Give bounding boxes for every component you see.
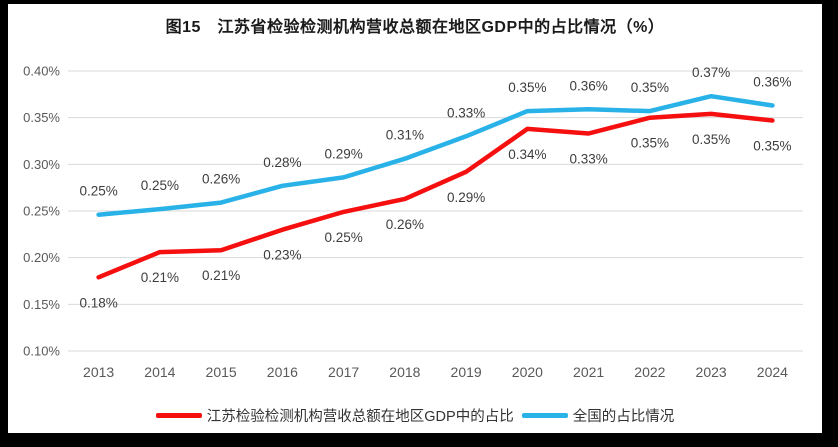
chart-title: 图15 江苏省检验检测机构营收总额在地区GDP中的占比情况（%）	[165, 19, 665, 36]
data-point-label: 0.29%	[447, 190, 485, 205]
data-point-label: 0.26%	[386, 217, 424, 232]
data-point-label: 0.23%	[263, 248, 301, 263]
data-point-label: 0.21%	[202, 268, 240, 283]
data-point-label: 0.35%	[631, 80, 669, 95]
data-point-label: 0.35%	[508, 80, 546, 95]
y-axis-tick-label: 0.20%	[23, 250, 60, 265]
legend-item-jiangsu: 江苏检验检测机构营收总额在地区GDP中的占比	[155, 405, 514, 426]
data-point-label: 0.33%	[569, 152, 607, 167]
y-axis-tick-label: 0.15%	[23, 297, 60, 312]
data-point-label: 0.31%	[386, 128, 424, 143]
national-series-line	[96, 93, 775, 217]
x-axis-tick-label: 2016	[267, 364, 298, 380]
x-axis-tick-label: 2013	[83, 364, 114, 380]
data-point-label: 0.36%	[753, 75, 791, 90]
data-point-label: 0.33%	[447, 105, 485, 120]
data-point-label: 0.25%	[141, 178, 179, 193]
x-axis-tick-label: 2024	[757, 364, 788, 380]
data-point-label: 0.25%	[324, 230, 362, 245]
data-point-label: 0.35%	[692, 132, 730, 147]
x-axis-tick-label: 2018	[389, 364, 420, 380]
x-axis-tick-label: 2015	[206, 364, 237, 380]
x-axis-tick-label: 2014	[144, 364, 175, 380]
data-point-label: 0.35%	[631, 136, 669, 151]
data-point-label: 0.26%	[202, 172, 240, 187]
data-point-label: 0.25%	[79, 184, 117, 199]
legend-label-jiangsu: 江苏检验检测机构营收总额在地区GDP中的占比	[206, 409, 514, 425]
data-point-label: 0.37%	[692, 65, 730, 80]
data-point-label: 0.29%	[324, 146, 362, 161]
legend-line-blue-icon	[521, 413, 568, 418]
x-axis-tick-label: 2023	[696, 364, 727, 380]
data-point-label: 0.35%	[753, 138, 791, 153]
chart-canvas: 图15 江苏省检验检测机构营收总额在地区GDP中的占比情况（%） 0.40% 0.…	[8, 4, 822, 433]
legend-item-national: 全国的占比情况	[521, 405, 675, 426]
x-axis-tick-label: 2022	[634, 364, 665, 380]
line-chart-plot-area: 0.40% 0.35% 0.30% 0.25% 0.20% 0.15% 0.10% 2013 2…	[23, 64, 803, 380]
data-point-label: 0.18%	[79, 295, 117, 310]
x-axis-tick-label: 2019	[451, 364, 482, 380]
legend-line-red-icon	[155, 413, 202, 418]
x-axis-tick-label: 2021	[573, 364, 604, 380]
data-point-label: 0.34%	[508, 147, 546, 162]
x-axis-tick-label: 2020	[512, 364, 543, 380]
x-axis-tick-label: 2017	[328, 364, 359, 380]
legend-label-national: 全国的占比情况	[572, 409, 675, 425]
y-axis-tick-label: 0.30%	[23, 157, 60, 172]
data-point-label: 0.28%	[263, 155, 301, 170]
y-axis-tick-label: 0.35%	[23, 110, 60, 125]
data-point-label: 0.36%	[569, 78, 607, 93]
jiangsu-series-line	[96, 111, 775, 280]
chart-legend: 江苏检验检测机构营收总额在地区GDP中的占比 全国的占比情况	[8, 405, 822, 426]
y-axis-tick-label: 0.25%	[23, 204, 60, 219]
data-point-label: 0.21%	[141, 270, 179, 285]
y-axis-tick-label: 0.10%	[23, 344, 60, 359]
y-axis-tick-label: 0.40%	[23, 64, 60, 79]
